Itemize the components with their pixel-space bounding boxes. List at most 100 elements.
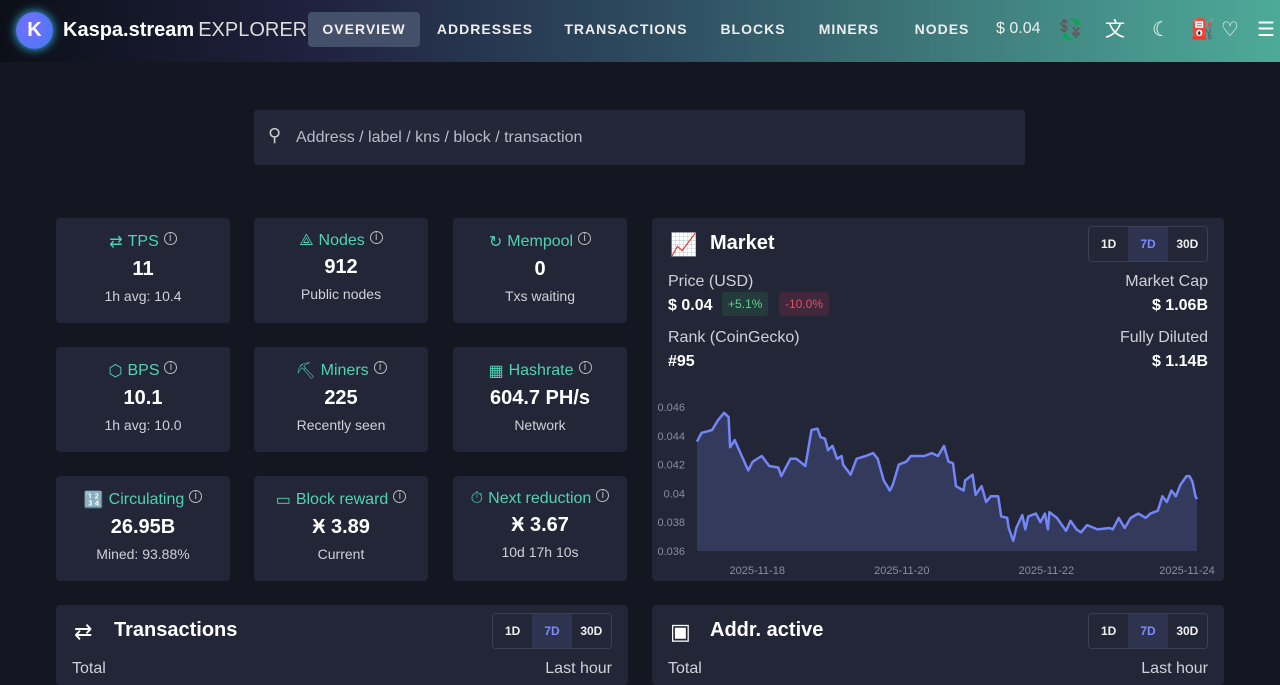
price-change-up-badge: +5.1% [722, 292, 769, 316]
info-icon[interactable]: i [164, 360, 178, 374]
y-tick-label: 0.042 [657, 460, 685, 472]
brand[interactable]: Kaspa.stream EXPLORER [63, 19, 307, 42]
arrows-exchange-icon: ⇄ [74, 619, 93, 644]
info-icon[interactable]: i [393, 489, 407, 503]
info-icon[interactable]: i [163, 231, 177, 245]
arrows-exchange-icon: ⇄ [109, 234, 123, 251]
stat-label: Mempool [507, 233, 574, 250]
nav-transactions[interactable]: TRANSACTIONS [564, 21, 688, 37]
rank-label: Rank (CoinGecko) [668, 329, 800, 346]
stat-card-nodes: ⟁ Nodes i 912 Public nodes [254, 218, 428, 323]
addr-active-title: Addr. active [710, 619, 824, 641]
stat-label: TPS [127, 233, 159, 250]
range-7d[interactable]: 7D [532, 614, 572, 648]
range-30d[interactable]: 30D [1176, 237, 1199, 251]
nav-addresses[interactable]: ADDRESSES [436, 21, 534, 37]
stat-label-row: ⇄ TPS i [56, 231, 230, 252]
stat-sub: Mined: 93.88% [96, 546, 190, 562]
stat-label: BPS [127, 362, 160, 379]
price-label: Price (USD) [668, 273, 754, 290]
kaspa-logo[interactable]: K [16, 12, 53, 49]
x-tick-label: 2025-11-24 [1159, 565, 1214, 577]
stat-label: Circulating [108, 491, 185, 508]
fuel-icon[interactable]: ⛽ [1190, 19, 1215, 41]
network-icon: ⟁ [299, 232, 314, 249]
heart-icon[interactable]: ♡ [1221, 19, 1239, 41]
stat-value: Ӿ 3.89 [312, 516, 370, 538]
range-30d[interactable]: 30D [1176, 624, 1199, 638]
last-hour-label: Last hour [1141, 660, 1208, 677]
stat-label-row: ▭ Block reward i [254, 489, 428, 510]
pickaxe-icon: ⛏ [295, 363, 316, 380]
stopwatch-icon: ⏱ [470, 490, 484, 507]
info-icon[interactable]: i [596, 488, 610, 502]
stat-card-tps: ⇄ TPS i 11 1h avg: 10.4 [56, 218, 230, 323]
y-tick-label: 0.038 [657, 517, 685, 529]
currency-exchange-icon[interactable]: 💱 [1058, 19, 1083, 41]
stat-label-row: ⏱ Next reduction i [453, 488, 627, 508]
range-30d[interactable]: 30D [580, 624, 603, 638]
brand-name: Kaspa.stream [63, 19, 195, 41]
stat-label: Next reduction [488, 490, 592, 507]
stat-label-row: ▦ Hashrate i [453, 360, 627, 381]
stat-sub: 1h avg: 10.4 [104, 288, 182, 304]
info-icon[interactable]: i [578, 360, 592, 374]
top-navbar: K Kaspa.stream EXPLORER OVERVIEW ADDRESSE… [0, 0, 1280, 62]
range-7d[interactable]: 7D [1128, 227, 1168, 261]
info-icon[interactable]: i [373, 360, 387, 374]
price-change-down-badge: -10.0% [779, 292, 830, 316]
stat-label: Hashrate [508, 362, 574, 379]
fully-diluted-label: Fully Diluted [1119, 329, 1208, 346]
wallet-icon: ▣ [670, 619, 691, 644]
stat-value: 912 [324, 256, 358, 278]
stat-value: 26.95B [110, 516, 176, 538]
stat-label: Nodes [318, 232, 365, 249]
stat-value: 10.1 [123, 387, 163, 409]
range-1d[interactable]: 1D [504, 624, 521, 638]
market-range-selector: 1D 7D 30D [1088, 226, 1208, 262]
info-icon[interactable]: i [578, 231, 592, 245]
range-1d[interactable]: 1D [1100, 237, 1117, 251]
header-price: $ 0.04 [996, 20, 1041, 37]
nav-blocks[interactable]: BLOCKS [720, 21, 786, 37]
nav-overview[interactable]: OVERVIEW [308, 12, 420, 47]
market-panel: 📈 Market 1D 7D 30D Price (USD) $ 0.04 +5… [652, 218, 1224, 581]
stat-card-mempool: ↻ Mempool i 0 Txs waiting [453, 218, 627, 323]
stat-sub: Current [317, 546, 365, 562]
stat-sub: 10d 17h 10s [501, 544, 579, 560]
y-tick-label: 0.046 [657, 402, 685, 414]
stat-label-row: ⟁ Nodes i [254, 230, 428, 250]
cube-icon: ⬡ [108, 363, 123, 380]
menu-icon[interactable]: ☰ [1257, 19, 1275, 41]
y-tick-label: 0.044 [657, 431, 685, 443]
transactions-title: Transactions [114, 619, 238, 641]
range-1d[interactable]: 1D [1100, 624, 1117, 638]
nav-nodes[interactable]: NODES [914, 21, 970, 37]
brand-suffix: EXPLORER [198, 19, 308, 41]
cash-icon: ▭ [275, 492, 291, 509]
fully-diluted-value: $ 1.14B [1151, 353, 1208, 370]
info-icon[interactable]: i [369, 230, 383, 244]
stat-card-next-reduction: ⏱ Next reduction i Ӿ 3.67 10d 17h 10s [453, 476, 627, 581]
y-tick-label: 0.036 [657, 546, 685, 558]
nav-miners[interactable]: MINERS [818, 21, 880, 37]
translate-icon[interactable]: 文 [1105, 19, 1125, 41]
search-input[interactable] [296, 110, 996, 165]
stat-label: Block reward [295, 491, 389, 508]
addr-range-selector: 1D 7D 30D [1088, 613, 1208, 649]
transactions-range-selector: 1D 7D 30D [492, 613, 612, 649]
price-value: $ 0.04 [668, 297, 713, 314]
search-bar: ⚲ [254, 110, 1025, 165]
range-7d[interactable]: 7D [1128, 614, 1168, 648]
stat-card-circulating: 🔢 Circulating i 26.95B Mined: 93.88% [56, 476, 230, 581]
x-tick-label: 2025-11-20 [874, 565, 929, 577]
y-tick-label: 0.04 [664, 488, 685, 500]
theme-toggle-icon[interactable]: ☾ [1152, 19, 1170, 41]
price-chart[interactable]: 0.046 0.044 0.042 0.04 0.038 0.036 2025-11-18 2… [652, 218, 1224, 581]
search-icon: ⚲ [268, 125, 282, 145]
info-icon[interactable]: i [189, 489, 203, 503]
last-hour-label: Last hour [545, 660, 612, 677]
stat-value: Ӿ 3.67 [511, 514, 569, 536]
price-line [695, 411, 1199, 543]
x-tick-label: 2025-11-18 [730, 565, 785, 577]
